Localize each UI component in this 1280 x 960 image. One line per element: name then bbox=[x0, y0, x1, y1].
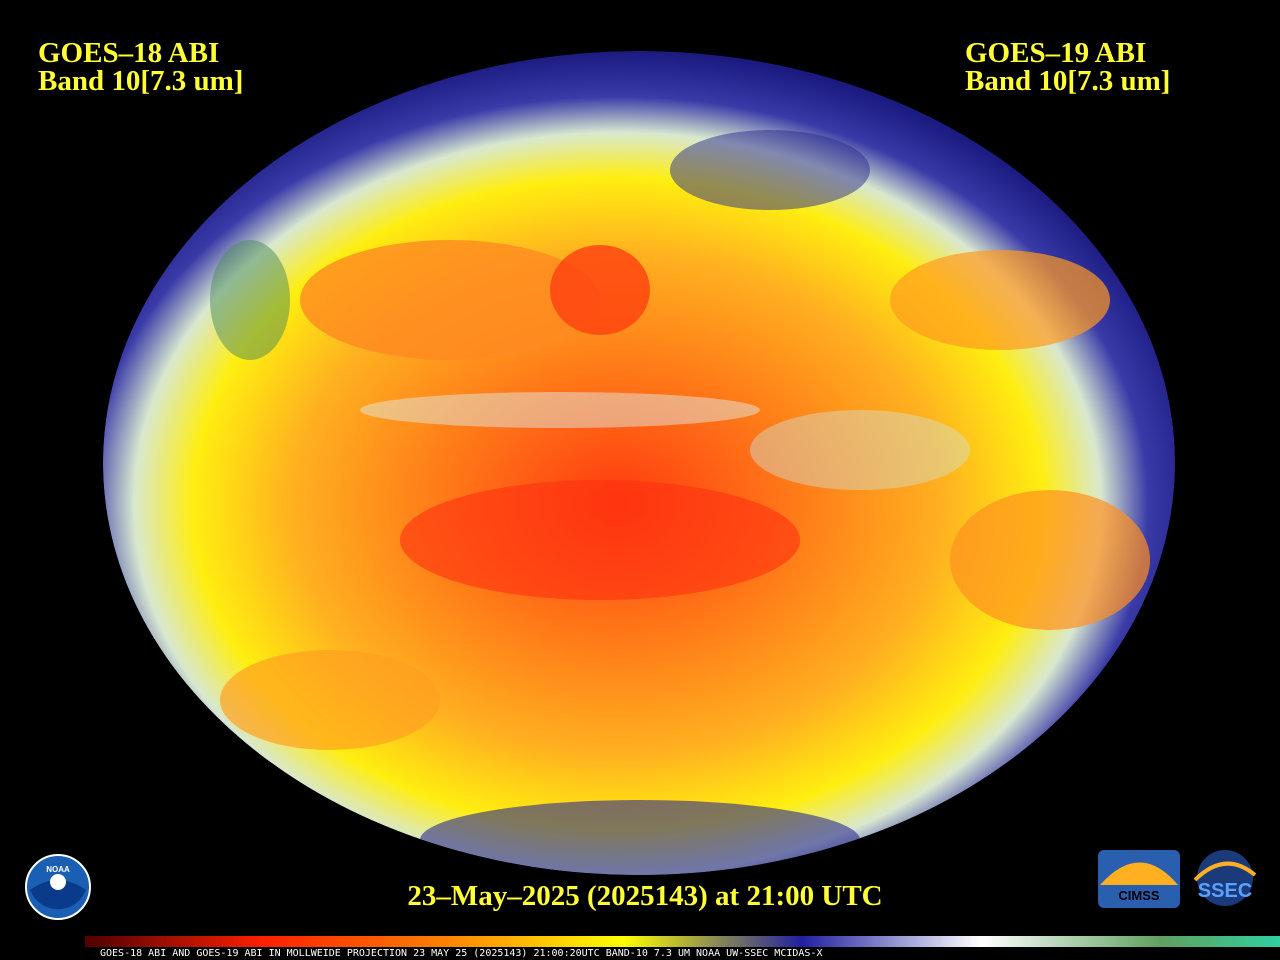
satellite-image bbox=[103, 51, 1175, 875]
noaa-logo: NOAA bbox=[25, 854, 91, 920]
right-satellite: GOES–19 ABI bbox=[965, 37, 1146, 69]
ssec-logo: SSEC bbox=[1193, 850, 1257, 906]
footer-strip: GOES-18 ABI AND GOES-19 ABI IN MOLLWEIDE… bbox=[100, 948, 822, 959]
left-band: Band 10[7.3 um] bbox=[38, 65, 243, 97]
ssec-label: SSEC bbox=[1198, 880, 1252, 902]
left-satellite: GOES–18 ABI bbox=[38, 37, 219, 69]
color-bar bbox=[85, 936, 1280, 947]
right-band: Band 10[7.3 um] bbox=[965, 65, 1170, 97]
cimss-label: CIMSS bbox=[1118, 888, 1160, 903]
cimss-logo: CIMSS bbox=[1098, 850, 1180, 908]
noaa-label: NOAA bbox=[46, 865, 70, 874]
timestamp: 23–May–2025 (2025143) at 21:00 UTC bbox=[407, 880, 882, 912]
